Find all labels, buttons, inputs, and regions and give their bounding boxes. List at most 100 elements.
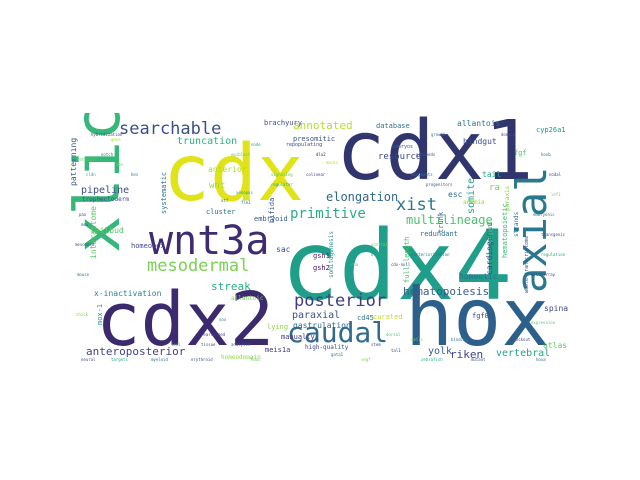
word: ventral	[371, 242, 388, 247]
word: retinoic	[77, 157, 97, 162]
word: nodal	[549, 172, 562, 177]
word: morphants	[411, 172, 433, 177]
word: embryoid	[254, 215, 288, 223]
word: paraxial	[292, 310, 341, 321]
word: anteroposterior	[86, 345, 186, 358]
word: dorsal	[386, 332, 401, 337]
word: lef1	[551, 192, 561, 197]
word: fgf8	[472, 312, 489, 320]
word: blood	[371, 252, 384, 257]
word: esc	[448, 190, 463, 199]
word: gsh2	[313, 264, 330, 272]
word: neural	[81, 357, 96, 362]
word: chick	[76, 312, 89, 317]
word: riken	[450, 348, 484, 361]
word: trunk	[437, 211, 445, 233]
word: ra	[489, 183, 500, 193]
word: whole-transcriptome	[524, 235, 530, 293]
word: vertebral	[496, 348, 551, 359]
word: somite	[466, 177, 477, 214]
word: pax	[79, 212, 87, 217]
word: cd45	[357, 314, 374, 322]
word: brachyury	[264, 119, 302, 127]
word: mox-1	[96, 303, 104, 325]
word: marks	[326, 160, 339, 165]
word: high-quality	[305, 344, 349, 351]
word: spina	[544, 304, 568, 313]
word: curated	[373, 313, 403, 321]
word: loci	[171, 342, 181, 347]
word: redundant	[420, 230, 458, 238]
word: atlas	[543, 341, 568, 350]
word: node	[251, 142, 261, 147]
word: xenopus	[236, 190, 253, 195]
word: gastrulation	[293, 321, 351, 330]
word: knockout	[511, 337, 531, 342]
word: trophectoderm	[82, 196, 129, 203]
word: fate	[361, 132, 371, 137]
word: mesoderm	[75, 242, 95, 247]
word: hematopoietic	[501, 203, 509, 258]
word: gene	[111, 137, 121, 142]
word: resource	[378, 152, 422, 162]
word: progenitors	[426, 182, 453, 187]
word: presomitic	[293, 135, 336, 143]
word: hybridization	[91, 132, 123, 137]
word: gsh1	[313, 252, 330, 260]
word: tail	[482, 170, 502, 179]
word: vegf	[361, 357, 371, 362]
word: cells	[411, 337, 424, 342]
word: sac	[276, 245, 291, 254]
word: cluster	[206, 208, 236, 216]
word: ergene	[487, 221, 494, 243]
word: rearranged	[201, 332, 226, 337]
word: transgenic	[541, 232, 566, 237]
word: zebrafish	[421, 357, 443, 362]
word: allantoic	[231, 295, 264, 302]
word: expression	[531, 320, 556, 325]
word: wnt	[209, 181, 226, 191]
word: tailbud	[90, 226, 124, 235]
word: domain	[501, 132, 516, 137]
word: cdx	[163, 129, 304, 219]
word: tissue	[201, 342, 216, 347]
word: cldn	[86, 172, 96, 177]
word: caudal	[287, 316, 389, 349]
word: mouse	[77, 272, 90, 277]
word: posterior	[294, 291, 387, 311]
word: elongation	[326, 190, 399, 204]
word: hoxb	[541, 152, 551, 157]
word: sox	[219, 317, 227, 322]
word: targets	[111, 357, 128, 362]
word: tbx	[116, 162, 124, 167]
word: embryonic	[533, 212, 555, 217]
word: notch	[101, 152, 114, 157]
word: yolk	[428, 346, 453, 357]
word: primitive	[290, 206, 366, 222]
word: hindgut	[463, 137, 497, 146]
word: cdx2	[96, 277, 275, 363]
word: embryos	[392, 144, 414, 150]
word: regulation	[541, 252, 566, 257]
word-cloud: cdx4 cdx1 cdx2 cdx hox xlic wnt3a axial …	[71, 113, 568, 366]
word: homeodomain	[221, 354, 261, 361]
word: cyp26a1	[536, 126, 566, 134]
word: hematopoiesis	[403, 285, 490, 298]
word: dlx2	[316, 152, 326, 157]
word: wnt3a	[149, 218, 270, 264]
word: flk1	[241, 200, 251, 205]
word: allantois	[457, 119, 501, 128]
word: hox	[405, 271, 550, 364]
word: truncation	[177, 136, 238, 147]
word: binding	[451, 337, 468, 342]
word: microarray	[531, 272, 556, 277]
word: hoxc	[251, 357, 261, 362]
word: meis1a	[265, 346, 291, 354]
word: cdx4	[281, 210, 513, 322]
word: cdx-null	[391, 262, 411, 267]
word: hoxa	[536, 357, 546, 362]
word: stem	[371, 342, 381, 347]
word: xist	[396, 195, 437, 215]
word: growth	[431, 132, 446, 137]
word: signaling	[271, 172, 293, 177]
